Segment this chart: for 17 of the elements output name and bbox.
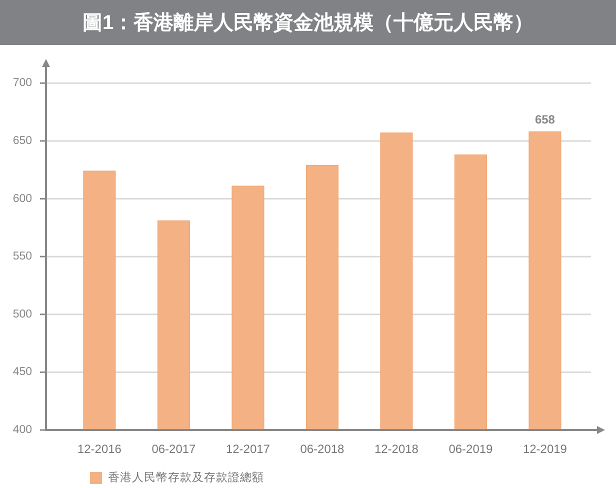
data-label: 658 [534, 112, 555, 127]
xtick-label: 12-2017 [226, 442, 270, 456]
ytick-label: 500 [12, 308, 32, 320]
xtick-label: 06-2017 [152, 442, 196, 456]
xtick-label: 12-2018 [374, 442, 418, 456]
xtick-label: 12-2019 [522, 442, 567, 456]
xtick-label: 06-2018 [300, 442, 344, 456]
ytick-label: 450 [12, 366, 32, 378]
xtick-label: 06-2019 [448, 442, 493, 456]
title: 圖1：香港離岸人民幣資金池規模（十億元人民幣） [82, 12, 534, 34]
xtick-label: 12-2016 [77, 442, 122, 456]
ytick-label: 650 [12, 134, 32, 147]
ytick-label: 550 [12, 250, 32, 263]
ytick-label: 600 [12, 192, 32, 205]
ytick-label: 700 [12, 77, 32, 90]
legend-label: 香港人民幣存款及存款證總額 [108, 472, 264, 484]
ytick-label: 400 [12, 424, 32, 436]
